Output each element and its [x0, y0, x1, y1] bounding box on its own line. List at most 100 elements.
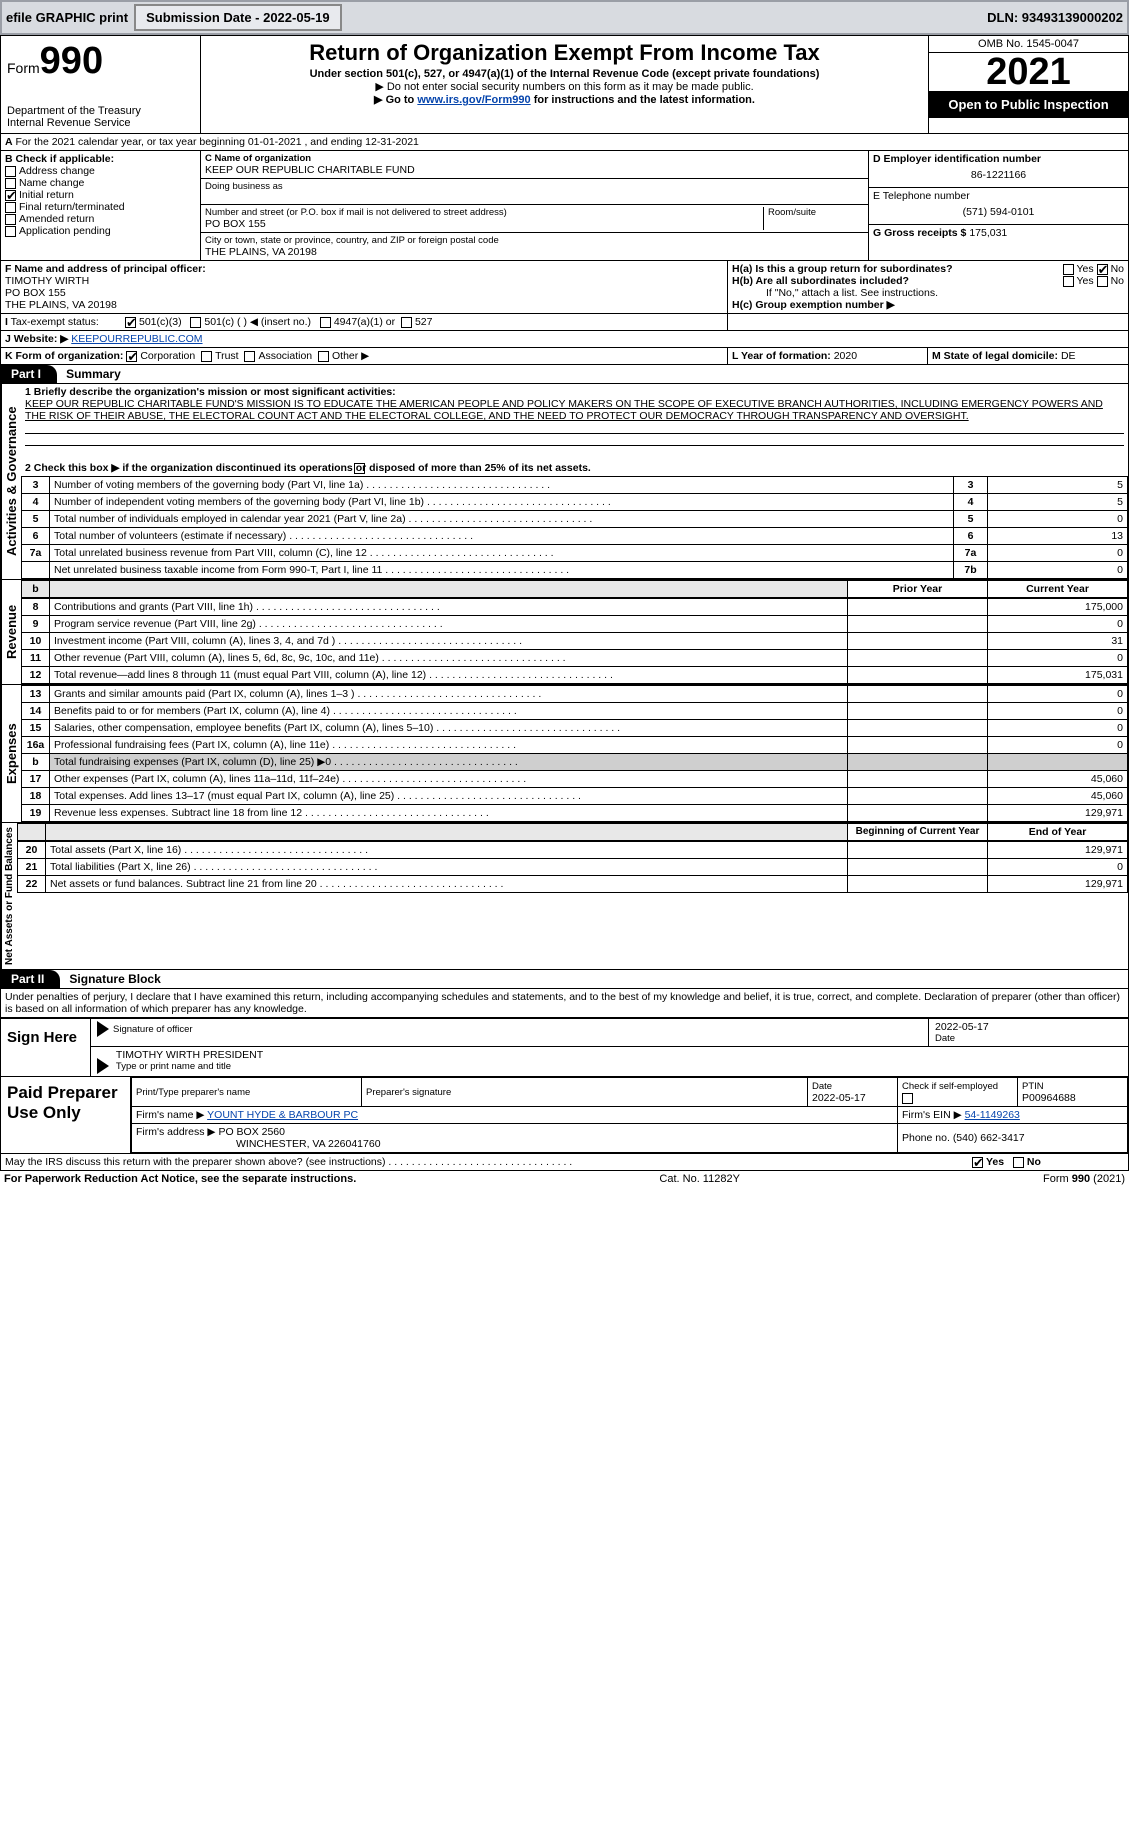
- firm-addr2: WINCHESTER, VA 226041760: [136, 1138, 893, 1150]
- h-b-no[interactable]: [1097, 276, 1108, 287]
- sig-date: 2022-05-17: [935, 1021, 1122, 1033]
- box-d-label: D Employer identification number: [873, 153, 1124, 165]
- form-number: 990: [40, 40, 103, 82]
- dept-irs: Internal Revenue Service: [7, 117, 194, 129]
- arrow-icon: [97, 1021, 109, 1037]
- pp-date: 2022-05-17: [812, 1092, 866, 1104]
- box-g-label: G Gross receipts $: [873, 227, 966, 239]
- mission-text: KEEP OUR REPUBLIC CHARITABLE FUND'S MISS…: [25, 398, 1124, 422]
- form-link-row: ▶ Go to www.irs.gov/Form990 for instruct…: [207, 93, 922, 106]
- paid-preparer-block: Paid Preparer Use Only Print/Type prepar…: [0, 1077, 1129, 1154]
- footer-left: For Paperwork Reduction Act Notice, see …: [4, 1173, 356, 1185]
- box-e-label: E Telephone number: [873, 190, 1124, 202]
- submission-date-button[interactable]: Submission Date - 2022-05-19: [134, 4, 342, 31]
- website-link[interactable]: KEEPOURREPUBLIC.COM: [71, 333, 202, 345]
- h-a-no[interactable]: [1097, 264, 1108, 275]
- vlabel-revenue: Revenue: [1, 580, 21, 684]
- officer-name: TIMOTHY WIRTH: [5, 275, 723, 287]
- cb-final-return[interactable]: Final return/terminated: [5, 201, 196, 213]
- prior-year-header: Prior Year: [848, 581, 988, 598]
- box-f-label: F Name and address of principal officer:: [5, 263, 723, 275]
- declaration-text: Under penalties of perjury, I declare th…: [0, 989, 1129, 1018]
- cb-discuss-yes[interactable]: [972, 1157, 983, 1168]
- ein-value: 86-1221166: [873, 165, 1124, 185]
- pp-h-ptin: PTIN: [1022, 1081, 1044, 1092]
- end-year-header: End of Year: [988, 824, 1128, 841]
- vlabel-governance: Activities & Governance: [1, 384, 21, 579]
- org-city: THE PLAINS, VA 20198: [205, 246, 864, 258]
- dept-treasury: Department of the Treasury: [7, 105, 194, 117]
- cb-initial-return[interactable]: Initial return: [5, 189, 196, 201]
- cb-association[interactable]: [244, 351, 255, 362]
- h-c-label: H(c) Group exemption number ▶: [732, 299, 895, 311]
- dba-label: Doing business as: [205, 181, 864, 192]
- gross-receipts: 175,031: [969, 227, 1007, 239]
- cb-4947[interactable]: [320, 317, 331, 328]
- firm-ein-link[interactable]: 54-1149263: [965, 1109, 1020, 1121]
- officer-addr2: THE PLAINS, VA 20198: [5, 299, 723, 311]
- year-formation: 2020: [834, 350, 857, 362]
- h-a-label: H(a) Is this a group return for subordin…: [732, 263, 953, 275]
- b-row-marker: b: [22, 581, 50, 598]
- box-k-label: K Form of organization:: [5, 350, 123, 362]
- h-b-note: If "No," attach a list. See instructions…: [732, 287, 1124, 299]
- arrow-icon: [97, 1058, 109, 1074]
- box-l-label: L Year of formation:: [732, 350, 831, 362]
- org-name: KEEP OUR REPUBLIC CHARITABLE FUND: [205, 164, 864, 176]
- cb-corporation[interactable]: [126, 351, 137, 362]
- firm-phone-label: Phone no.: [902, 1132, 950, 1144]
- cb-name-change[interactable]: Name change: [5, 177, 196, 189]
- cb-discuss-no[interactable]: [1013, 1157, 1024, 1168]
- form-word: Form: [7, 60, 40, 76]
- cb-amended-return[interactable]: Amended return: [5, 213, 196, 225]
- cb-address-change[interactable]: Address change: [5, 165, 196, 177]
- officer-addr1: PO BOX 155: [5, 287, 723, 299]
- irs-link[interactable]: www.irs.gov/Form990: [417, 94, 530, 106]
- vlabel-expenses: Expenses: [1, 685, 21, 822]
- form-note-ssn: ▶ Do not enter social security numbers o…: [207, 80, 922, 93]
- pp-ptin: P00964688: [1022, 1092, 1076, 1104]
- pp-h-name: Print/Type preparer's name: [136, 1087, 250, 1098]
- open-public-badge: Open to Public Inspection: [929, 91, 1128, 118]
- paid-preparer-label: Paid Preparer Use Only: [1, 1077, 131, 1153]
- pp-h-sig: Preparer's signature: [366, 1087, 451, 1098]
- cb-self-employed[interactable]: [902, 1093, 913, 1104]
- efile-label: efile GRAPHIC print: [6, 10, 128, 25]
- form-title: Return of Organization Exempt From Incom…: [207, 40, 922, 66]
- current-year-header: Current Year: [988, 581, 1128, 598]
- h-b-label: H(b) Are all subordinates included?: [732, 275, 909, 287]
- h-b-yes[interactable]: [1063, 276, 1074, 287]
- firm-name-link[interactable]: YOUNT HYDE & BARBOUR PC: [207, 1109, 358, 1121]
- cb-discontinued[interactable]: [354, 463, 365, 474]
- firm-name-label: Firm's name ▶: [136, 1109, 204, 1121]
- sig-date-label: Date: [935, 1033, 1122, 1044]
- officer-print-name: TIMOTHY WIRTH PRESIDENT: [116, 1049, 263, 1061]
- part1-title: Summary: [66, 367, 121, 381]
- page-footer: For Paperwork Reduction Act Notice, see …: [0, 1171, 1129, 1187]
- begin-year-header: Beginning of Current Year: [848, 824, 988, 841]
- tax-year: 2021: [929, 53, 1128, 91]
- form-subtitle: Under section 501(c), 527, or 4947(a)(1)…: [207, 68, 922, 80]
- phone-value: (571) 594-0101: [873, 202, 1124, 222]
- room-label: Room/suite: [768, 207, 864, 218]
- box-m-label: M State of legal domicile:: [932, 350, 1058, 362]
- vlabel-netassets: Net Assets or Fund Balances: [1, 823, 17, 969]
- box-b-label: B Check if applicable:: [5, 153, 196, 165]
- cb-other[interactable]: [318, 351, 329, 362]
- h-a-yes[interactable]: [1063, 264, 1074, 275]
- city-label: City or town, state or province, country…: [205, 235, 864, 246]
- cb-501c[interactable]: [190, 317, 201, 328]
- cb-527[interactable]: [401, 317, 412, 328]
- cb-trust[interactable]: [201, 351, 212, 362]
- firm-ein-label: Firm's EIN ▶: [902, 1109, 962, 1121]
- firm-phone: (540) 662-3417: [953, 1132, 1025, 1144]
- firm-addr-label: Firm's address ▶: [136, 1126, 216, 1138]
- line-a: A For the 2021 calendar year, or tax yea…: [1, 134, 423, 150]
- org-address: PO BOX 155: [205, 218, 763, 230]
- cb-application-pending[interactable]: Application pending: [5, 225, 196, 237]
- pp-h-date: Date: [812, 1081, 832, 1092]
- part2-tab: Part II: [1, 970, 60, 988]
- cb-501c3[interactable]: [125, 317, 136, 328]
- addr-label: Number and street (or P.O. box if mail i…: [205, 207, 763, 218]
- q2-row: 2 Check this box ▶ if the organization d…: [21, 460, 1128, 476]
